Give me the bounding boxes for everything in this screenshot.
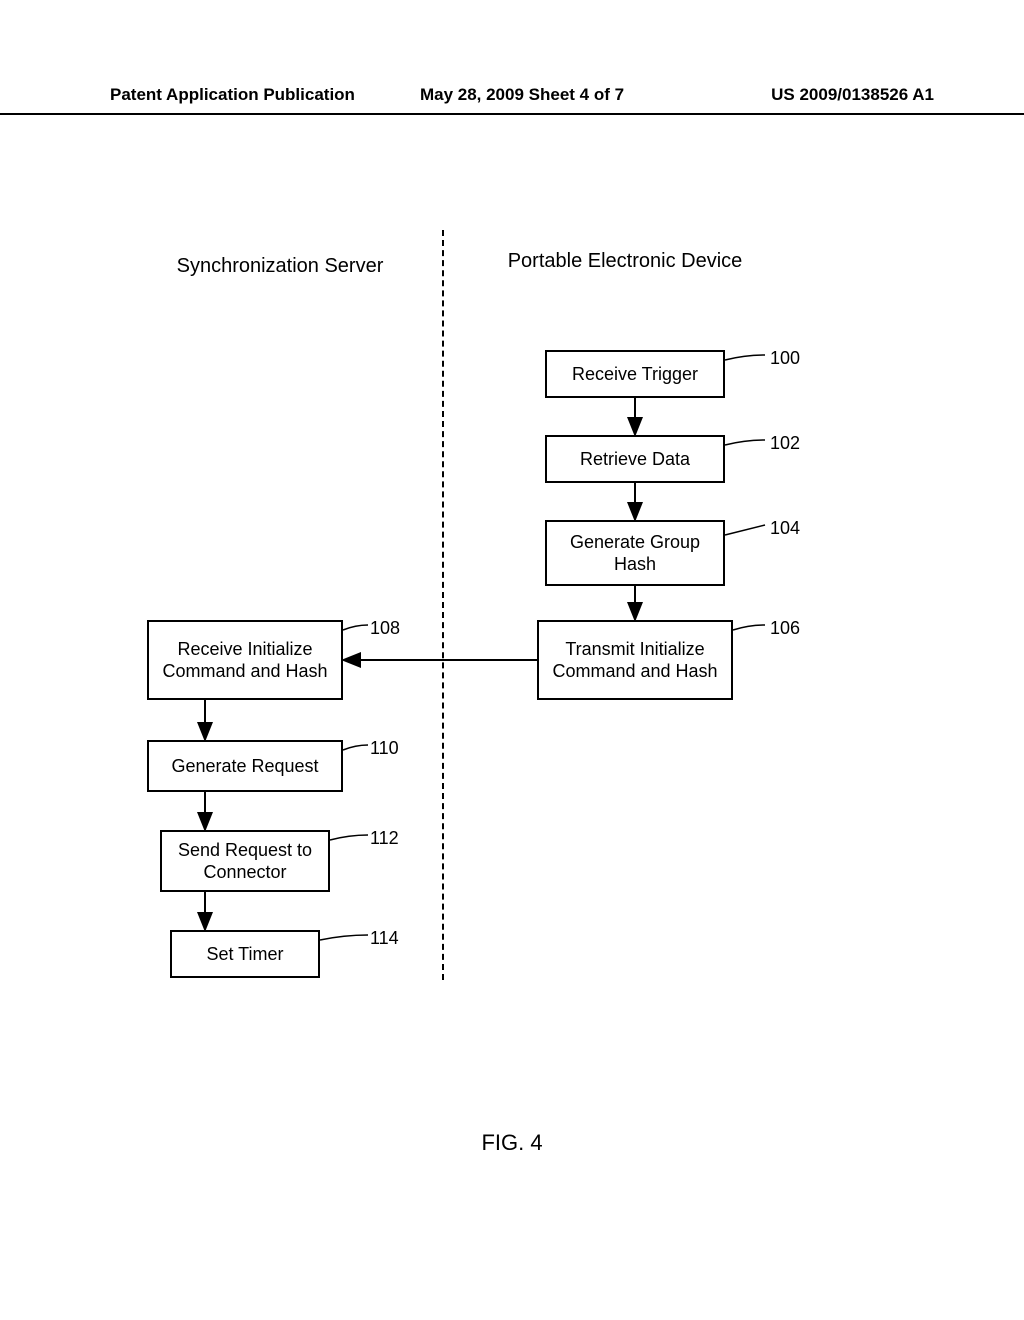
box-set-timer: Set Timer: [170, 930, 320, 978]
box-retrieve-data: Retrieve Data: [545, 435, 725, 483]
ref-112: 112: [370, 828, 399, 849]
ref-102: 102: [770, 433, 800, 454]
box-generate-request: Generate Request: [147, 740, 343, 792]
header-center: May 28, 2009 Sheet 4 of 7: [385, 85, 660, 105]
box-send-request: Send Request to Connector: [160, 830, 330, 892]
header-right: US 2009/0138526 A1: [659, 85, 934, 105]
ref-104: 104: [770, 518, 800, 539]
box-receive-initialize: Receive Initialize Command and Hash: [147, 620, 343, 700]
header-left: Patent Application Publication: [110, 85, 385, 105]
ref-114: 114: [370, 928, 399, 949]
swimlane-divider: [442, 230, 444, 980]
box-generate-group-hash: Generate Group Hash: [545, 520, 725, 586]
box-transmit-initialize: Transmit Initialize Command and Hash: [537, 620, 733, 700]
ref-110: 110: [370, 738, 399, 759]
ref-100: 100: [770, 348, 800, 369]
ref-106: 106: [770, 618, 800, 639]
figure-caption: FIG. 4: [0, 1130, 1024, 1156]
header-row: Patent Application Publication May 28, 2…: [0, 85, 1024, 105]
ref-108: 108: [370, 618, 400, 639]
left-column-title: Synchronization Server: [140, 255, 420, 278]
flowchart-diagram: Synchronization Server Portable Electron…: [0, 200, 1024, 1100]
right-column-title: Portable Electronic Device: [495, 250, 755, 273]
page-header: Patent Application Publication May 28, 2…: [0, 85, 1024, 115]
box-receive-trigger: Receive Trigger: [545, 350, 725, 398]
